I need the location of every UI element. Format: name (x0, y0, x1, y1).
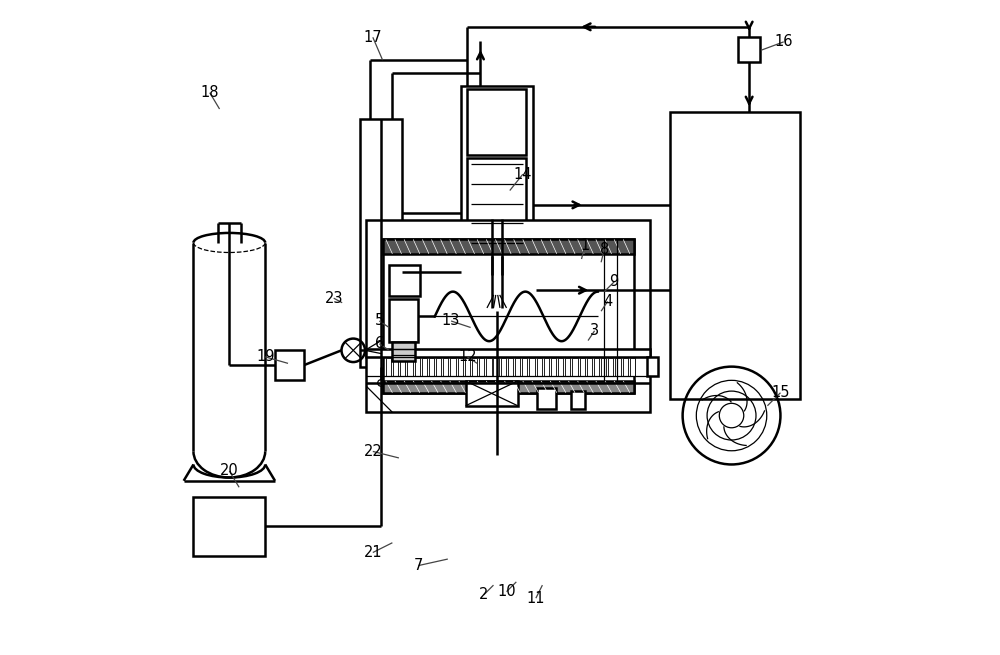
Text: 23: 23 (324, 291, 343, 306)
Text: 3: 3 (590, 324, 599, 338)
Bar (522, 358, 527, 377)
Polygon shape (485, 275, 508, 285)
Bar (565, 358, 570, 377)
Bar (422, 358, 427, 377)
Bar (670, 112, 800, 400)
Bar (472, 358, 477, 377)
Text: 1: 1 (580, 238, 589, 253)
Bar (466, 381, 518, 405)
Bar (400, 358, 405, 377)
Bar (450, 358, 456, 377)
Text: 8: 8 (600, 242, 609, 257)
Bar (738, 37, 760, 62)
Bar (443, 358, 448, 377)
Text: 20: 20 (220, 464, 239, 479)
Bar (461, 86, 533, 255)
Bar (467, 158, 526, 250)
Bar (508, 358, 513, 377)
Bar (571, 391, 585, 409)
Bar (587, 358, 592, 377)
Bar (383, 381, 634, 393)
Bar (515, 358, 520, 377)
Bar (594, 358, 599, 377)
Bar (393, 358, 398, 377)
Text: 7: 7 (414, 558, 423, 573)
Bar (544, 358, 549, 377)
Text: 21: 21 (364, 545, 382, 560)
Bar (415, 358, 420, 377)
Text: 14: 14 (514, 167, 532, 181)
Bar (275, 350, 304, 380)
Bar (465, 358, 470, 377)
Text: 18: 18 (201, 85, 219, 100)
Bar (537, 388, 556, 409)
Text: 9: 9 (610, 274, 619, 290)
Text: 6: 6 (375, 336, 384, 351)
Bar (558, 358, 563, 377)
Bar (493, 358, 499, 377)
Text: 12: 12 (458, 349, 477, 364)
Bar (360, 119, 402, 367)
Bar (389, 299, 418, 342)
Bar (486, 358, 492, 377)
Bar (458, 358, 463, 377)
Text: 13: 13 (442, 314, 460, 328)
Bar (392, 342, 415, 362)
Text: 16: 16 (774, 34, 793, 49)
Bar (366, 220, 650, 412)
Bar (608, 358, 613, 377)
Text: 17: 17 (364, 29, 382, 45)
Bar (386, 358, 391, 377)
Text: 19: 19 (256, 349, 274, 364)
Bar (467, 90, 526, 155)
Bar (572, 358, 578, 377)
Bar (580, 358, 585, 377)
Bar (537, 358, 542, 377)
Bar (501, 358, 506, 377)
Text: 15: 15 (771, 385, 790, 400)
Bar (601, 358, 606, 377)
Bar (383, 240, 634, 253)
Text: 5: 5 (375, 314, 384, 328)
Bar (193, 497, 265, 556)
Bar (647, 357, 658, 377)
Bar (436, 358, 441, 377)
Text: 22: 22 (363, 444, 382, 459)
Bar (529, 358, 535, 377)
Bar (429, 358, 434, 377)
Text: 11: 11 (527, 591, 545, 606)
Bar (479, 358, 484, 377)
Bar (389, 265, 420, 296)
Text: 2: 2 (479, 588, 488, 603)
Bar (623, 358, 628, 377)
Bar (366, 349, 650, 357)
Bar (630, 358, 635, 377)
Bar (551, 358, 556, 377)
Text: 4: 4 (603, 294, 612, 309)
Text: 10: 10 (497, 584, 516, 599)
Bar (383, 240, 634, 393)
Polygon shape (485, 285, 508, 291)
Bar (407, 358, 413, 377)
Bar (615, 358, 621, 377)
